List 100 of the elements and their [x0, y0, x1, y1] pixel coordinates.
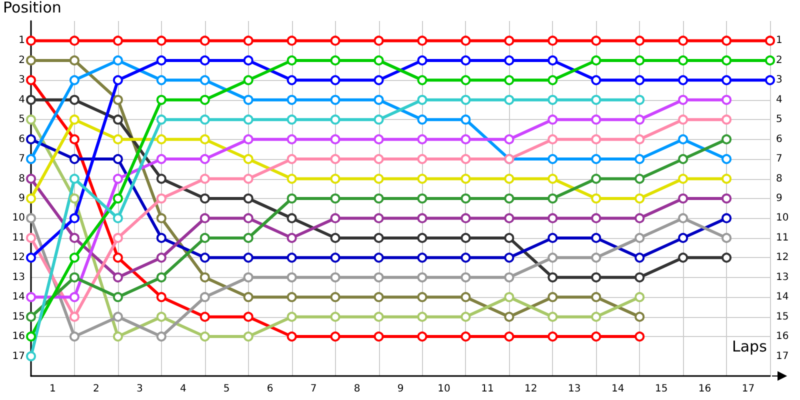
point — [548, 75, 558, 86]
point — [200, 134, 210, 144]
point — [591, 232, 602, 243]
point — [286, 154, 297, 164]
point — [330, 55, 340, 66]
point — [591, 75, 602, 86]
point — [374, 292, 384, 302]
point — [69, 174, 80, 184]
point — [417, 134, 428, 144]
point — [112, 272, 123, 282]
point — [722, 252, 732, 263]
point — [460, 332, 471, 342]
point — [374, 114, 384, 125]
point — [200, 174, 210, 184]
point — [417, 272, 428, 282]
point — [460, 114, 471, 125]
point — [374, 36, 384, 46]
point — [634, 134, 645, 144]
point — [548, 332, 558, 342]
y2-tick-label: 13 — [776, 272, 789, 283]
point — [156, 272, 166, 282]
y2-tick-label: 17 — [776, 350, 789, 362]
point — [374, 213, 384, 224]
point — [286, 55, 297, 66]
point — [330, 174, 340, 184]
point — [156, 114, 166, 125]
point — [69, 114, 80, 125]
y2-tick-label: 8 — [776, 173, 782, 184]
point — [591, 213, 602, 224]
point — [243, 36, 254, 46]
point — [591, 174, 602, 184]
point — [112, 292, 123, 302]
point — [460, 272, 471, 282]
point — [678, 94, 688, 105]
point — [722, 194, 732, 204]
point — [634, 292, 645, 302]
x-tick-label: 9 — [397, 384, 404, 394]
point — [112, 154, 123, 164]
point — [374, 272, 384, 282]
point — [374, 55, 384, 66]
point — [634, 114, 645, 125]
point — [243, 75, 254, 86]
point — [548, 55, 558, 66]
y-tick-label: 16 — [12, 331, 25, 342]
point — [634, 312, 645, 322]
point — [112, 213, 123, 224]
point — [286, 36, 297, 46]
point — [722, 36, 732, 46]
point — [591, 94, 602, 105]
point — [26, 232, 36, 243]
point — [112, 114, 123, 125]
point — [678, 174, 688, 184]
point — [112, 232, 123, 243]
point — [112, 312, 123, 322]
point — [417, 174, 428, 184]
point — [200, 312, 210, 322]
point — [243, 114, 254, 125]
y2-tick-label: 14 — [776, 292, 789, 303]
point — [765, 55, 775, 66]
x-tick-label: 13 — [568, 384, 581, 394]
x-tick-label: 3 — [136, 384, 143, 394]
point — [722, 55, 732, 66]
point — [156, 332, 166, 342]
point — [678, 55, 688, 66]
point — [69, 55, 80, 66]
point — [548, 94, 558, 105]
point — [112, 55, 123, 66]
point — [417, 213, 428, 224]
point — [591, 194, 602, 204]
point — [112, 194, 123, 204]
point — [286, 75, 297, 86]
point — [156, 232, 166, 243]
x-axis-title: Laps — [732, 338, 768, 356]
point — [330, 75, 340, 86]
point — [765, 75, 775, 86]
point — [678, 75, 688, 86]
point — [330, 213, 340, 224]
point — [69, 232, 80, 243]
point — [156, 292, 166, 302]
point — [548, 213, 558, 224]
point — [722, 134, 732, 144]
point — [460, 75, 471, 86]
y-tick-label: 4 — [18, 94, 25, 106]
y2-tick-label: 3 — [776, 74, 782, 86]
x-tick-label: 14 — [611, 384, 624, 394]
point — [330, 114, 340, 125]
point — [374, 232, 384, 243]
point — [200, 232, 210, 243]
point — [374, 312, 384, 322]
point — [591, 312, 602, 322]
point — [330, 36, 340, 46]
point — [69, 134, 80, 144]
point — [374, 94, 384, 105]
point — [504, 194, 514, 204]
point — [374, 75, 384, 86]
point — [591, 134, 602, 144]
y-tick-label: 6 — [18, 134, 25, 145]
y-tick-label: 11 — [12, 232, 25, 244]
x-tick-label: 12 — [524, 384, 538, 394]
point — [26, 134, 36, 144]
